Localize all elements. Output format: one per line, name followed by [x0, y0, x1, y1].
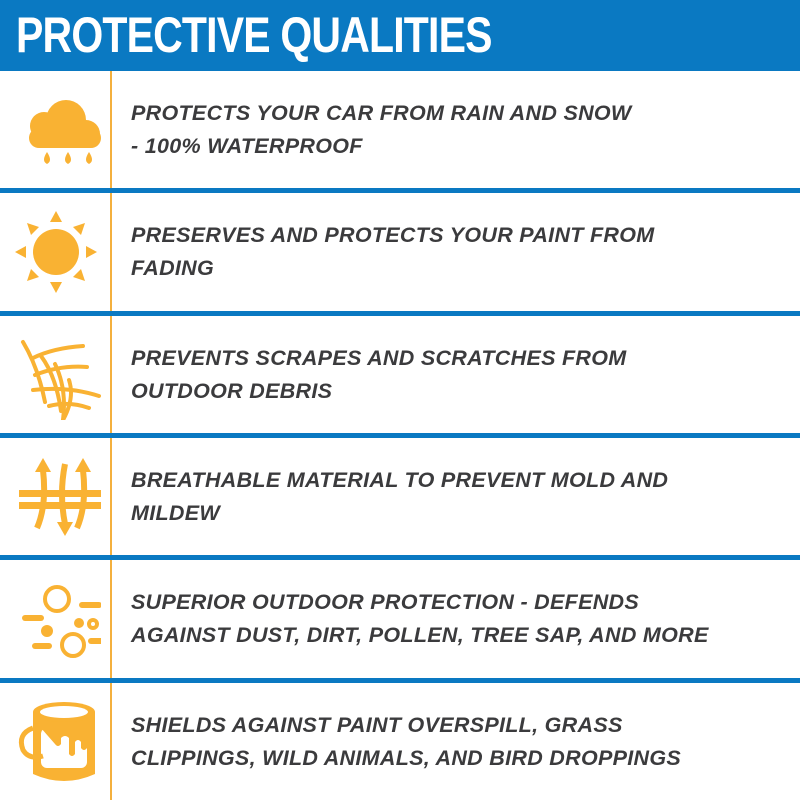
- sun-icon: [10, 193, 102, 311]
- list-item: PRESERVES AND PROTECTS YOUR PAINT FROM F…: [0, 193, 800, 311]
- item-text-line: BREATHABLE MATERIAL TO PREVENT MOLD AND: [131, 467, 669, 492]
- list-item: SHIELDS AGAINST PAINT OVERSPILL, GRASS C…: [0, 683, 800, 800]
- scratches-icon: [10, 316, 102, 433]
- item-text-line: SUPERIOR OUTDOOR PROTECTION - DEFENDS: [131, 590, 640, 614]
- breathable-arrows-icon: [10, 438, 102, 555]
- row-divider: [0, 555, 800, 560]
- rain-cloud-icon: [10, 71, 102, 188]
- header-banner: PROTECTIVE QUALITIES: [0, 0, 800, 71]
- list-item: PROTECTS YOUR CAR FROM RAIN AND SNOW - 1…: [0, 71, 800, 188]
- item-text-line: FADING: [131, 256, 215, 280]
- list-item: SUPERIOR OUTDOOR PROTECTION - DEFENDS AG…: [0, 560, 800, 678]
- item-text-line: PREVENTS SCRAPES AND SCRATCHES FROM: [131, 345, 627, 370]
- item-text-line: SHIELDS AGAINST PAINT OVERSPILL, GRASS: [131, 712, 623, 737]
- row-divider: [0, 433, 800, 438]
- item-text-line: PRESERVES AND PROTECTS YOUR PAINT FROM: [131, 223, 655, 247]
- list-item: BREATHABLE MATERIAL TO PREVENT MOLD AND …: [0, 438, 800, 555]
- item-text-line: AGAINST DUST, DIRT, POLLEN, TREE SAP, AN…: [131, 623, 709, 647]
- list-item: PREVENTS SCRAPES AND SCRATCHES FROM OUTD…: [0, 316, 800, 433]
- item-text-line: CLIPPINGS, WILD ANIMALS, AND BIRD DROPPI…: [131, 745, 682, 770]
- dust-particles-icon: [10, 560, 102, 678]
- item-text-line: - 100% WATERPROOF: [131, 133, 363, 158]
- item-text-line: PROTECTS YOUR CAR FROM RAIN AND SNOW: [131, 100, 632, 125]
- row-divider: [0, 188, 800, 193]
- paint-bucket-icon: [10, 683, 102, 800]
- item-text-line: MILDEW: [131, 500, 220, 525]
- page-title: PROTECTIVE QUALITIES: [16, 7, 492, 63]
- item-text-line: OUTDOOR DEBRIS: [131, 378, 333, 403]
- row-divider: [0, 311, 800, 316]
- row-divider: [0, 678, 800, 683]
